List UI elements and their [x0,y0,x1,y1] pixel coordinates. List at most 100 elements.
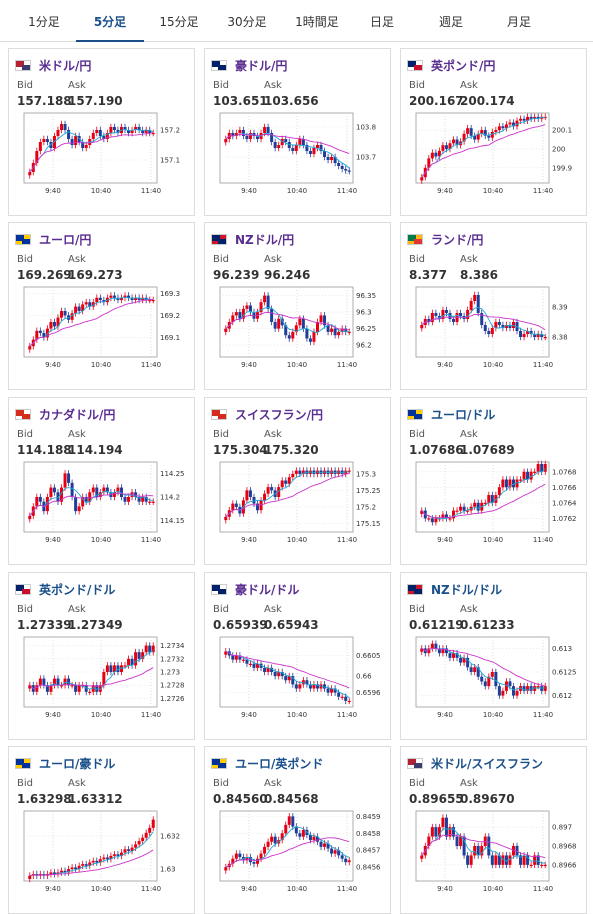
rate-card[interactable]: 米ドル/円 Bid Ask 157.188 157.190 157.2 157.1 9:40 1… [8,48,195,216]
pair-name[interactable]: ユーロ/英ポンド [235,756,324,771]
candle [273,142,277,148]
candle [241,308,245,319]
rate-card[interactable]: 米ドル/スイスフラン Bid Ask 0.89655 0.89670 0.897 0.896… [400,746,587,914]
candlestick-chart: 0.8459 0.8458 0.8457 0.8456 9:40 10:40 11:40 [219,810,381,893]
candle [490,672,494,677]
rate-card[interactable]: ランド/円 Bid Ask 8.377 8.386 8.39 8.38 9:40 10:40 11… [400,222,587,390]
candle [480,313,484,325]
candle [63,473,67,488]
pair-name[interactable]: カナダドル/円 [39,407,116,422]
candle [49,685,53,692]
x-tick-label: 11:40 [533,361,553,369]
pair-name[interactable]: 米ドル/円 [39,58,92,73]
x-tick-label: 9:40 [437,885,453,893]
candle [298,139,302,145]
tab-1hour[interactable]: 1時間足 [295,15,339,29]
price-chart: 175.3 175.25 175.2 175.15 9:40 10:40 11:40 [217,458,385,558]
card-header: 英ポンド/ドル [15,581,115,597]
rate-card[interactable]: ユーロ/円 Bid Ask 169.269 169.273 169.3 169.2 169.1… [8,222,195,390]
pair-name[interactable]: ユーロ/豪ドル [39,756,116,771]
pair-name[interactable]: 英ポンド/ドル [39,582,116,597]
candle [67,130,71,139]
price-chart: 157.2 157.1 9:40 10:40 11:40 [21,109,189,209]
rate-card[interactable]: スイスフラン/円 Bid Ask 175.304 175.320 175.3 175.25 1… [204,397,391,565]
rate-card[interactable]: 豪ドル/ドル Bid Ask 0.65939 0.65943 0.6605 0.66 0.65… [204,572,391,740]
pair-name[interactable]: NZドル/ドル [431,582,503,597]
rate-card[interactable]: NZドル/円 Bid Ask 96.239 96.246 96.35 96.3 96.25 96… [204,222,391,390]
candle [466,128,470,134]
bid-label: Bid [409,80,425,91]
candle [483,325,487,331]
candle [515,690,519,696]
candle [291,816,295,827]
candle [280,833,284,841]
y-tick-label: 0.613 [552,645,572,653]
tab-5min[interactable]: 5分足 [76,0,144,42]
tab-daily[interactable]: 日足 [369,15,394,29]
ma-long-line [225,472,350,518]
candle [337,692,341,697]
candle [511,846,515,856]
candle [469,301,473,310]
tab-1min[interactable]: 1分足 [28,15,60,29]
candle [526,686,530,691]
pair-name[interactable]: ランド/円 [431,232,484,247]
candle [529,471,533,480]
rate-card[interactable]: ユーロ/英ポンド Bid Ask 0.84560 0.84568 0.8459 0.8458… [204,746,391,914]
ask-value: 103.656 [264,94,319,108]
pair-name[interactable]: 英ポンド/円 [431,58,496,73]
candle [459,836,463,846]
candle [52,872,56,875]
candle [148,645,152,653]
candle [333,688,337,693]
x-tick-label: 11:40 [141,711,161,719]
rate-card[interactable]: カナダドル/円 Bid Ask 114.188 114.194 114.25 114.2 11… [8,397,195,565]
x-tick-label: 10:40 [91,885,111,893]
ask-label: Ask [264,254,282,265]
candle [151,501,155,503]
candle [522,471,526,480]
candle [109,127,113,133]
y-tick-label: 175.25 [356,487,381,495]
tab-15min[interactable]: 15分足 [159,15,199,29]
pair-name[interactable]: 豪ドル/ドル [235,582,300,597]
candle [330,848,334,854]
rate-card[interactable]: ユーロ/ドル Bid Ask 1.07686 1.07689 1.0768 1.0766 1.… [400,397,587,565]
candle [105,857,109,860]
rate-card[interactable]: NZドル/ドル Bid Ask 0.61219 0.61233 0.613 0.6125 0.… [400,572,587,740]
candle [74,136,78,145]
price-chart: 1.632 1.63 9:40 10:40 11:40 [21,807,189,907]
ma-short-line [421,117,546,178]
pair-name[interactable]: ユーロ/円 [39,232,92,247]
pair-name[interactable]: NZドル/円 [235,232,295,247]
rate-card[interactable]: 英ポンド/円 Bid Ask 200.167 200.174 200.1 200 199.9 9… [400,48,587,216]
pair-name[interactable]: 豪ドル/円 [235,58,288,73]
candle [127,295,131,298]
pair-name[interactable]: ユーロ/ドル [431,407,496,422]
pair-name[interactable]: スイスフラン/円 [235,407,324,422]
rate-card[interactable]: 英ポンド/ドル Bid Ask 1.27339 1.27349 1.2734 1.2732 1… [8,572,195,740]
candle [319,145,323,151]
candle [95,297,99,303]
candle [301,470,305,474]
tab-weekly[interactable]: 週足 [438,15,463,29]
candle [437,150,441,157]
candle [504,681,508,691]
candle [515,846,519,856]
rate-card[interactable]: 豪ドル/円 Bid Ask 103.651 103.656 103.8 103.7 9:40 1… [204,48,391,216]
candle [95,130,99,133]
candle [347,700,351,703]
candle [508,855,512,865]
tab-monthly[interactable]: 月足 [506,15,531,29]
pair-name[interactable]: 米ドル/スイスフラン [431,756,544,771]
tab-30min[interactable]: 30分足 [227,15,267,29]
candle [151,300,155,302]
candle [508,122,512,125]
rate-card[interactable]: ユーロ/豪ドル Bid Ask 1.63298 1.63312 1.632 1.63 9:40… [8,746,195,914]
candle [476,295,480,313]
ask-value: 0.89670 [460,792,515,806]
candle [291,676,295,685]
candle [112,127,116,130]
candle [459,657,463,663]
candle [330,157,334,160]
